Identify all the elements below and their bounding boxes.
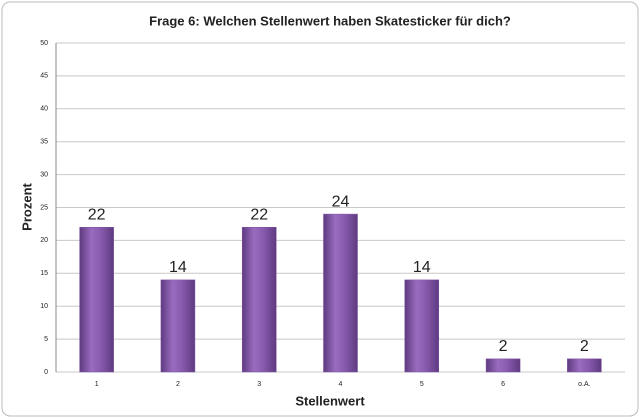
data-label: 22 [88,206,106,223]
y-tick-label: 25 [40,204,48,211]
bar [241,226,277,373]
y-tick-label: 10 [40,303,48,310]
y-tick-label: 5 [44,336,48,343]
x-tick-label: 6 [501,381,505,388]
bar [485,358,521,373]
bar [323,213,358,373]
y-tick-label: 45 [40,73,48,80]
y-tick-label: 0 [44,369,48,376]
y-tick-label: 40 [40,106,48,113]
data-label: 2 [499,338,508,355]
y-tick-label: 20 [40,237,48,244]
y-tick-label: 15 [40,270,48,277]
data-label: 22 [250,206,268,223]
x-tick-label: 5 [420,381,424,388]
x-tick-label: 3 [257,381,261,388]
data-label: 14 [169,259,187,276]
bar [160,279,196,373]
x-tick-label: o.A. [578,381,591,388]
bar [79,226,114,373]
x-axis-label: Stellenwert [295,393,365,408]
x-tick-label: 4 [339,381,343,388]
bar [567,358,602,373]
data-label: 2 [580,338,589,355]
y-axis-label: Prozent [19,182,34,230]
bar [404,279,440,373]
chart-title: Frage 6: Welchen Stellenwert haben Skate… [149,13,511,28]
y-tick-label: 35 [40,139,48,146]
data-label: 24 [332,193,350,210]
y-tick-label: 30 [40,171,48,178]
x-tick-label: 1 [95,381,99,388]
data-label: 14 [413,259,431,276]
x-tick-label: 2 [176,381,180,388]
y-tick-label: 50 [40,40,48,47]
